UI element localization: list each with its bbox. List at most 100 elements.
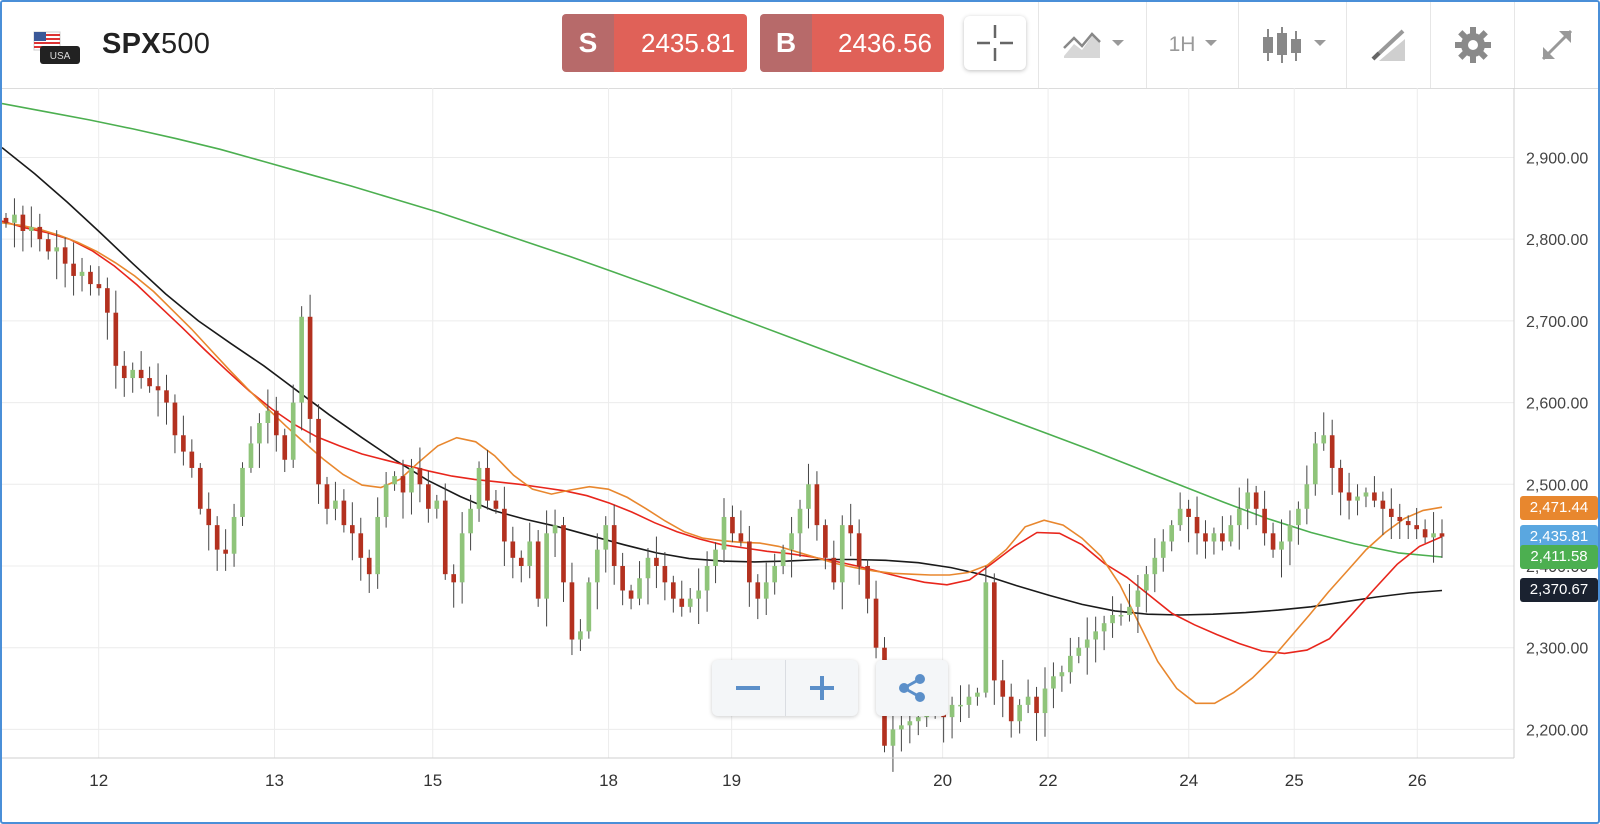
candle-body	[164, 390, 169, 403]
candle-body	[1118, 615, 1124, 617]
crosshair-button[interactable]	[964, 16, 1026, 70]
candle-body	[299, 316, 304, 403]
candle-body	[20, 214, 26, 231]
candlesticks	[3, 198, 1445, 772]
candle-body	[273, 410, 279, 436]
zoom-out-button[interactable]	[712, 660, 785, 716]
candle-body	[915, 717, 921, 722]
candle-body	[527, 541, 533, 566]
candle-body	[29, 226, 34, 231]
indicators-caret-icon	[1112, 40, 1124, 46]
candle-body	[1144, 574, 1149, 591]
price-label: 2,471.44	[1520, 495, 1598, 520]
candle-body	[510, 541, 516, 558]
candle-body	[1008, 696, 1014, 722]
chart-type-caret-icon	[1314, 40, 1326, 46]
price-label: 2,370.67	[1520, 577, 1598, 602]
timeframe-label: 1H	[1168, 33, 1196, 56]
plus-icon	[809, 676, 834, 700]
expand-button[interactable]	[1514, 2, 1598, 88]
candle-body	[1304, 484, 1310, 509]
timeframe-caret-icon	[1205, 40, 1218, 46]
candle-body	[71, 263, 76, 276]
ma-long-line	[2, 102, 1443, 558]
indicators-button[interactable]	[1038, 2, 1147, 88]
candle-body	[426, 484, 431, 509]
candle-body	[696, 590, 701, 599]
candle-body	[1059, 672, 1065, 677]
candle-body	[409, 467, 414, 493]
candle-body	[755, 582, 761, 599]
drawing-tools-button[interactable]	[1346, 2, 1431, 88]
x-tick-label: 25	[1285, 771, 1304, 790]
candle-body	[949, 704, 955, 718]
candle-body	[316, 418, 321, 485]
share-button[interactable]	[876, 660, 948, 716]
candle-body	[679, 598, 685, 607]
chart-grid	[2, 88, 1514, 758]
moving-average-lines	[2, 102, 1443, 705]
symbol-bold: SPX	[102, 28, 161, 60]
settings-button[interactable]	[1430, 2, 1515, 88]
toolbar: USA SPX500 S 2435.81 B 2436.56 1H	[2, 2, 1598, 89]
candle-body	[1270, 533, 1276, 550]
candle-body	[1076, 647, 1082, 656]
candle-body	[839, 525, 845, 583]
candle-body	[155, 386, 161, 391]
candle-body	[1186, 508, 1191, 517]
candle-body	[1380, 500, 1386, 509]
candle-body	[704, 565, 710, 591]
candle-body	[662, 565, 668, 583]
price-chart[interactable]: 2,200.002,300.002,400.002,500.002,600.00…	[2, 88, 1598, 822]
candle-body	[1068, 655, 1073, 673]
chart-type-button[interactable]	[1238, 2, 1347, 88]
candle-body	[248, 443, 254, 468]
candle-body	[88, 271, 93, 285]
ma-slow-line	[2, 146, 1443, 616]
candle-body	[1169, 525, 1175, 542]
candle-body	[518, 557, 524, 566]
candle-body	[62, 247, 68, 264]
candle-body	[637, 578, 642, 599]
buy-button[interactable]: B 2436.56	[760, 14, 944, 72]
candle-body	[628, 590, 634, 599]
buy-price: 2436.56	[812, 14, 944, 72]
candle-body	[1203, 533, 1208, 542]
zoom-in-button[interactable]	[784, 660, 859, 716]
candle-body	[138, 369, 144, 379]
candle-body	[865, 565, 870, 599]
buy-tag: B	[760, 14, 812, 72]
y-tick-label: 2,600.00	[1526, 396, 1588, 413]
candle-body	[975, 692, 980, 697]
candle-body	[147, 378, 152, 387]
candle-body	[823, 525, 828, 558]
candle-body	[172, 402, 178, 436]
candle-body	[578, 631, 583, 640]
candle-body	[789, 533, 794, 550]
candle-body	[1228, 525, 1234, 542]
x-tick-label: 12	[89, 771, 108, 790]
x-tick-label: 24	[1179, 771, 1198, 790]
x-tick-label: 18	[599, 771, 618, 790]
candle-body	[772, 565, 778, 583]
x-tick-label: 22	[1039, 771, 1058, 790]
candle-body	[544, 533, 549, 599]
candle-body	[890, 729, 896, 746]
candle-body	[1279, 541, 1284, 550]
share-icon	[899, 674, 925, 702]
x-tick-label: 13	[265, 771, 284, 790]
candle-body	[240, 467, 245, 517]
crosshair-icon	[977, 25, 1013, 61]
candle-body	[442, 500, 448, 575]
sell-button[interactable]: S 2435.81	[562, 14, 747, 72]
candle-body	[434, 500, 440, 509]
candle-body	[1000, 680, 1006, 697]
y-tick-label: 2,900.00	[1526, 150, 1588, 167]
candle-body	[1245, 492, 1251, 509]
x-tick-label: 26	[1408, 771, 1427, 790]
candle-body	[3, 217, 9, 223]
candle-body	[1262, 508, 1267, 534]
candle-body	[873, 598, 879, 648]
candle-body	[197, 467, 203, 509]
timeframe-dropdown[interactable]: 1H	[1146, 2, 1239, 88]
